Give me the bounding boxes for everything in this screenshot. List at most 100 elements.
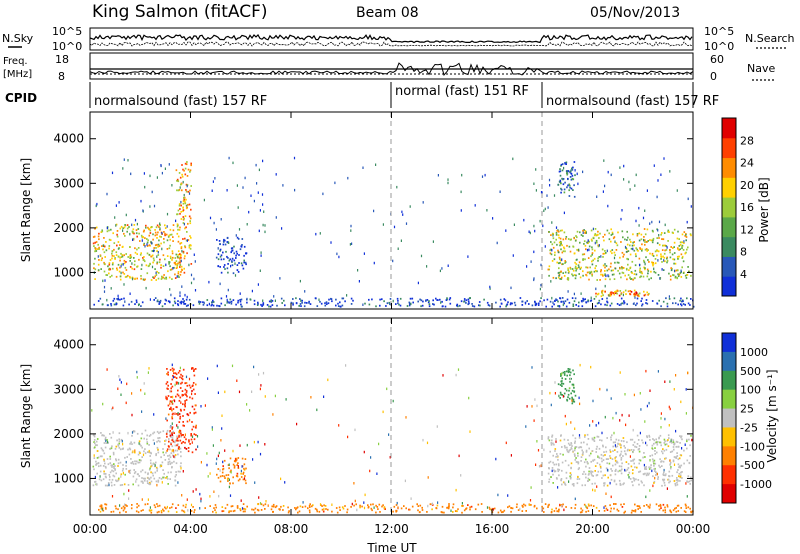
velocity-echo-cell (165, 433, 168, 435)
power-echo-cell (246, 223, 248, 226)
velocity-echo-cell (156, 440, 158, 443)
power-echo-cell (110, 303, 112, 305)
velocity-echo-cell (654, 447, 656, 449)
power-echo-cell (116, 230, 119, 232)
power-echo-cell (595, 269, 597, 272)
velocity-echo-cell (559, 384, 562, 386)
power-echo-cell (604, 278, 607, 281)
power-echo-cell (660, 256, 663, 258)
power-echo-cell (667, 230, 669, 233)
velocity-echo-cell (645, 468, 648, 470)
velocity-echo-cell (233, 466, 236, 469)
velocity-echo-cell (179, 387, 182, 389)
power-echo-cell (179, 261, 181, 264)
velocity-echo-cell (633, 449, 635, 451)
velocity-echo-cell (107, 482, 110, 484)
power-echo-cell (586, 266, 589, 269)
power-echo-cell (659, 277, 661, 280)
velocity-echo-cell (687, 475, 690, 478)
velocity-echo-cell (249, 409, 251, 412)
velocity-echo-cell (159, 440, 161, 443)
power-echo-cell (98, 232, 100, 235)
power-echo-cell (319, 300, 321, 303)
velocity-echo-cell (538, 465, 541, 468)
velocity-echo-cell (229, 482, 231, 485)
velocity-echo-cell (594, 465, 597, 467)
power-echo-cell (295, 302, 298, 304)
velocity-echo-cell (171, 445, 174, 448)
velocity-echo-cell (182, 368, 185, 371)
velocity-echo-cell (669, 461, 672, 464)
velocity-echo-cell (243, 507, 245, 510)
power-echo-cell (670, 267, 672, 269)
colorbar-swatch (722, 389, 736, 410)
velocity-echo-cell (560, 479, 562, 482)
power-echo-cell (352, 299, 354, 302)
power-echo-cell (181, 164, 183, 166)
velocity-echo-cell (142, 509, 144, 511)
power-echo-cell (549, 249, 551, 252)
velocity-echo-cell (174, 372, 177, 375)
velocity-echo-cell (115, 472, 117, 475)
velocity-echo-cell (147, 498, 149, 501)
power-echo-cell (662, 269, 665, 271)
velocity-echo-cell (228, 511, 230, 514)
power-echo-cell (155, 247, 157, 249)
power-echo-cell (101, 229, 103, 232)
power-echo-cell (663, 157, 665, 160)
velocity-echo-cell (316, 510, 319, 513)
power-echo-cell (125, 269, 128, 271)
velocity-echo-cell (689, 455, 691, 457)
velocity-echo-cell (137, 453, 140, 456)
velocity-echo-cell (154, 464, 156, 467)
power-echo-cell (553, 241, 556, 244)
power-echo-cell (533, 278, 535, 282)
power-echo-cell (185, 298, 188, 301)
power-echo-cell (169, 288, 171, 291)
power-echo-cell (563, 302, 565, 305)
noise-left-tick-bottom: 10^0 (52, 40, 82, 53)
power-echo-cell (224, 268, 226, 270)
power-echo-cell (189, 222, 192, 225)
power-echo-cell (127, 256, 129, 258)
power-echo-cell (243, 254, 245, 257)
velocity-echo-cell (346, 511, 348, 514)
power-echo-cell (163, 277, 166, 280)
power-echo-cell (240, 245, 243, 248)
velocity-echo-cell (587, 510, 590, 512)
power-echo-cell (379, 298, 381, 301)
velocity-echo-cell (158, 477, 161, 479)
power-echo-cell (510, 286, 512, 290)
power-echo-cell (230, 302, 233, 305)
velocity-echo-cell (624, 468, 626, 472)
power-echo-cell (600, 255, 602, 258)
velocity-echo-cell (559, 397, 561, 399)
power-echo-cell (166, 212, 169, 216)
y-tick-label: 3000 (53, 382, 84, 396)
power-echo-cell (347, 176, 349, 180)
power-echo-cell (236, 236, 239, 239)
power-echo-cell (575, 274, 577, 277)
power-echo-cell (612, 292, 614, 295)
power-echo-cell (654, 262, 657, 265)
power-echo-cell (660, 233, 662, 236)
power-echo-cell (644, 241, 646, 243)
velocity-echo-cell (669, 467, 672, 470)
velocity-echo-cell (169, 507, 171, 509)
power-echo-cell (533, 224, 535, 228)
power-echo-cell (421, 304, 424, 307)
power-echo-cell (560, 163, 563, 166)
velocity-echo-cell (684, 503, 687, 506)
velocity-echo-cell (169, 478, 171, 480)
velocity-echo-cell (637, 508, 639, 510)
velocity-echo-cell (171, 432, 173, 435)
power-echo-cell (123, 283, 125, 286)
power-echo-cell (120, 298, 123, 300)
velocity-echo-cell (252, 458, 254, 461)
power-echo-cell (534, 229, 536, 233)
velocity-echo-cell (238, 390, 241, 394)
power-echo-cell (184, 255, 186, 257)
velocity-echo-cell (653, 462, 655, 465)
velocity-echo-cell (658, 505, 660, 507)
velocity-echo-cell (564, 483, 566, 485)
